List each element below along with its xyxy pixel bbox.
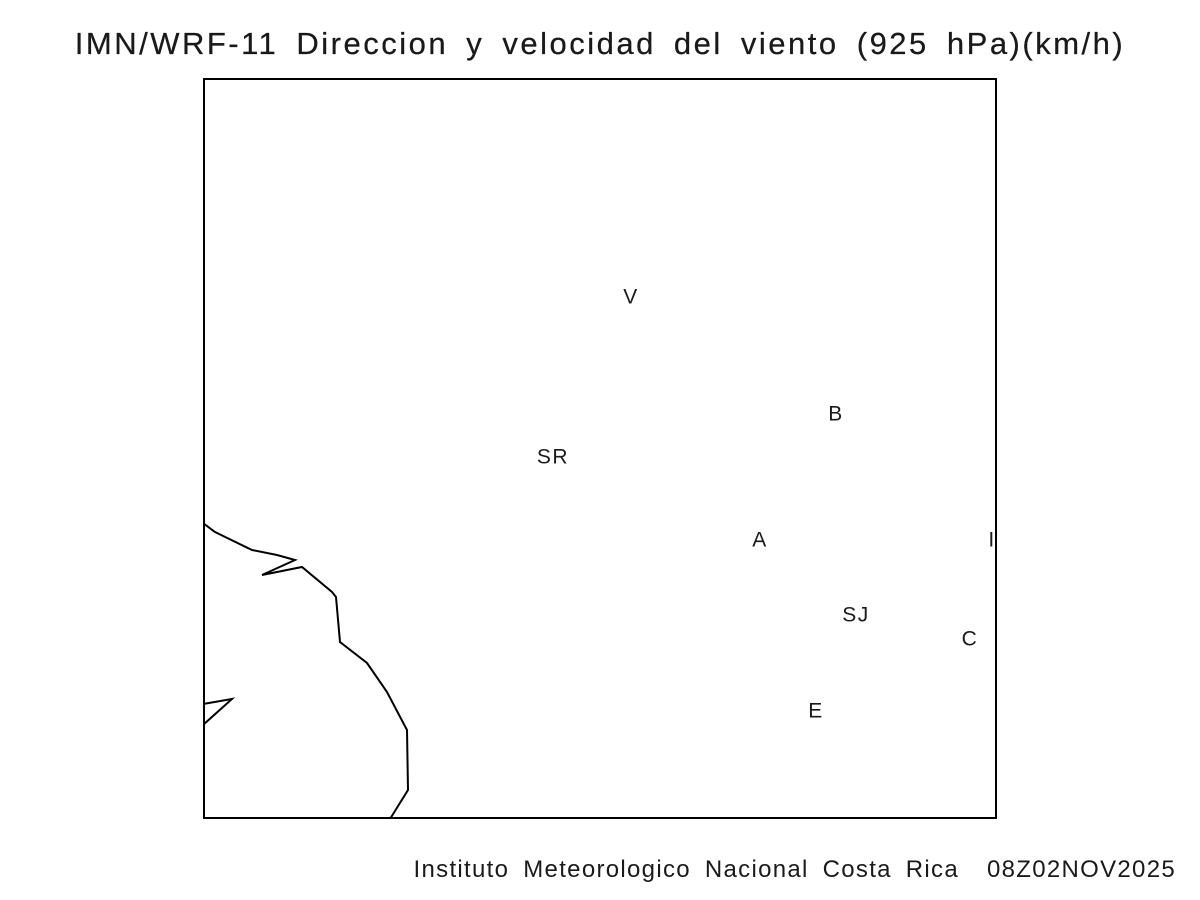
station-label-sr: SR bbox=[536, 445, 570, 469]
footer-credit: Instituto Meteorologico Nacional Costa R… bbox=[413, 856, 1176, 883]
coastline-pacific bbox=[203, 522, 410, 819]
station-label-v: V bbox=[623, 285, 639, 309]
station-label-a: A bbox=[752, 528, 768, 552]
station-label-b: B bbox=[828, 402, 844, 426]
station-label-c: C bbox=[961, 627, 979, 651]
page-title: IMN/WRF-11 Direccion y velocidad del vie… bbox=[74, 26, 1126, 61]
station-label-i: I bbox=[988, 528, 996, 552]
map-plot-area: V B SR A I SJ C E bbox=[203, 78, 997, 819]
station-label-e: E bbox=[808, 699, 824, 723]
coastline-svg bbox=[203, 522, 410, 819]
coastline-inlet bbox=[203, 697, 236, 726]
station-label-sj: SJ bbox=[842, 603, 870, 627]
